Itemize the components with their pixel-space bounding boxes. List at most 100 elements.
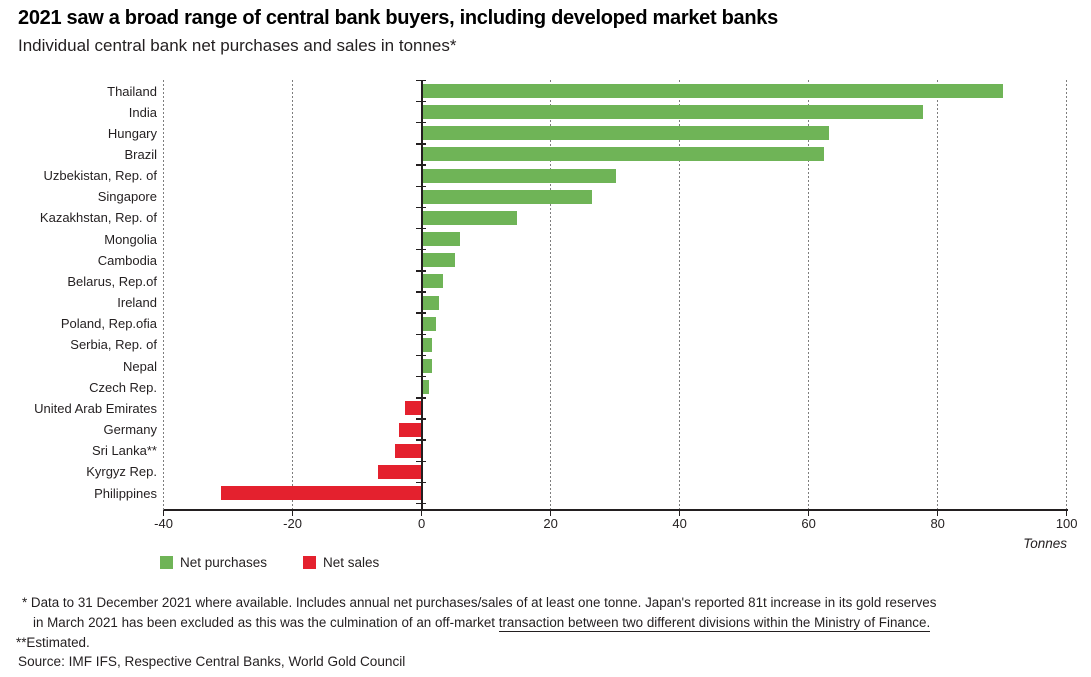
gridline--20	[292, 80, 294, 510]
bar-mongolia	[422, 232, 460, 247]
zero-axis-row-tick	[415, 206, 427, 209]
footnote-line-1: * Data to 31 December 2021 where availab…	[22, 595, 937, 610]
country-label: Singapore	[97, 189, 157, 205]
bar-nepal	[422, 359, 433, 374]
x-axis-tick-80	[936, 510, 939, 516]
country-label: Ireland	[117, 295, 157, 311]
zero-axis-row-tick	[415, 164, 427, 166]
bar-belarus-rep-of	[422, 274, 443, 289]
x-axis-tick-0	[420, 510, 423, 516]
source-line: Source: IMF IFS, Respective Central Bank…	[18, 654, 406, 669]
zero-axis-row-tick	[415, 100, 427, 103]
zero-axis-row-tick	[415, 375, 427, 378]
country-label: Kazakhstan, Rep. of	[39, 210, 157, 226]
zero-axis-row-tick	[415, 333, 427, 336]
x-tick-label-0: 0	[417, 516, 426, 531]
country-label: Philippines	[94, 485, 157, 501]
zero-axis-row-tick	[415, 439, 427, 441]
bar-poland-rep-ofia	[422, 316, 437, 331]
x-axis-tick--20	[291, 510, 294, 516]
bar-hungary	[422, 126, 829, 141]
footnote-underlined-phrase: transaction between two different divisi…	[498, 615, 931, 632]
x-axis-tick--40	[162, 510, 165, 516]
bar-germany	[399, 422, 421, 437]
gridline-40	[679, 80, 681, 510]
zero-axis-row-tick	[415, 270, 427, 272]
net-purchases-swatch-icon	[160, 556, 173, 569]
x-tick-label--20: -20	[283, 516, 302, 531]
bar-kyrgyz-rep	[378, 464, 421, 479]
bar-singapore	[422, 189, 593, 204]
bar-serbia-rep-of	[422, 337, 433, 352]
footnote-line-2: in March 2021 has been excluded as this …	[33, 615, 931, 632]
bar-ireland	[422, 295, 440, 310]
country-label: Poland, Rep.ofia	[60, 316, 157, 332]
zero-axis-row-tick	[415, 354, 427, 357]
zero-axis-row-tick	[415, 481, 427, 484]
zero-axis-row-tick	[415, 312, 427, 314]
bar-czech-rep	[422, 380, 430, 395]
country-label: Cambodia	[97, 252, 157, 268]
country-label: Nepal	[123, 358, 157, 374]
net-sales-swatch-icon	[303, 556, 316, 569]
country-label: Germany	[103, 422, 157, 438]
bar-uzbekistan-rep-of	[422, 168, 617, 183]
country-label: Serbia, Rep. of	[70, 337, 157, 353]
country-label: Kyrgyz Rep.	[86, 464, 157, 480]
zero-axis-row-tick	[415, 397, 427, 399]
gridline-20	[550, 80, 552, 510]
bar-thailand	[422, 84, 1004, 98]
country-label: Czech Rep.	[89, 379, 157, 395]
zero-axis-row-tick	[415, 122, 427, 124]
country-label: Thailand	[107, 83, 157, 99]
x-tick-label-40: 40	[672, 516, 687, 531]
zero-axis-row-tick	[415, 227, 427, 230]
bar-united-arab-emirates	[405, 401, 421, 416]
zero-axis-row-tick	[415, 502, 427, 505]
country-label: Hungary	[107, 125, 157, 141]
x-tick-label-100: 100	[1055, 516, 1078, 531]
country-label: Belarus, Rep.of	[67, 273, 157, 289]
bar-brazil	[422, 147, 825, 162]
x-axis-tick-100	[1066, 510, 1068, 516]
x-tick-label-20: 20	[543, 516, 558, 531]
country-label: India	[128, 104, 157, 120]
zero-axis-row-tick	[415, 460, 427, 462]
bar-philippines	[220, 486, 421, 501]
legend-label-net-purchases: Net purchases	[180, 555, 268, 570]
x-tick-label-80: 80	[930, 516, 945, 531]
bar-sri-lanka	[394, 443, 421, 458]
footnote-line-3: **Estimated.	[16, 635, 90, 650]
x-axis-tick-40	[678, 510, 681, 516]
x-tick-label--40: -40	[154, 516, 173, 531]
country-label: Mongolia	[104, 231, 157, 247]
gridline-100	[1066, 80, 1068, 510]
x-axis-unit-label: Tonnes	[1023, 536, 1067, 551]
legend-item-net-purchases: Net purchases	[160, 555, 267, 570]
country-label: United Arab Emirates	[34, 400, 157, 416]
country-label: Sri Lanka**	[91, 443, 157, 459]
footnote-line-2-text: in March 2021 has been excluded as this …	[33, 615, 499, 630]
x-axis-tick-60	[807, 510, 810, 516]
zero-axis-row-tick	[415, 291, 427, 293]
country-label: Uzbekistan, Rep. of	[43, 168, 157, 184]
zero-axis-row-tick	[415, 143, 427, 145]
zero-axis-row-tick	[415, 79, 427, 82]
zero-axis-row-tick	[415, 185, 427, 187]
gridline-80	[937, 80, 939, 510]
zero-axis-row-tick	[415, 249, 427, 251]
chart-subtitle: Individual central bank net purchases an…	[18, 36, 457, 55]
x-tick-label-60: 60	[801, 516, 816, 531]
bar-cambodia	[422, 253, 455, 268]
bar-kazakhstan-rep-of	[422, 210, 517, 225]
chart-title: 2021 saw a broad range of central bank b…	[18, 7, 778, 29]
legend-item-net-sales: Net sales	[303, 555, 379, 570]
x-axis-line	[163, 509, 1068, 511]
zero-axis-row-tick	[415, 418, 427, 420]
gridline-60	[808, 80, 810, 510]
legend-label-net-sales: Net sales	[323, 555, 380, 570]
country-label: Brazil	[124, 146, 157, 162]
x-axis-tick-20	[549, 510, 552, 516]
gridline--40	[163, 80, 165, 510]
